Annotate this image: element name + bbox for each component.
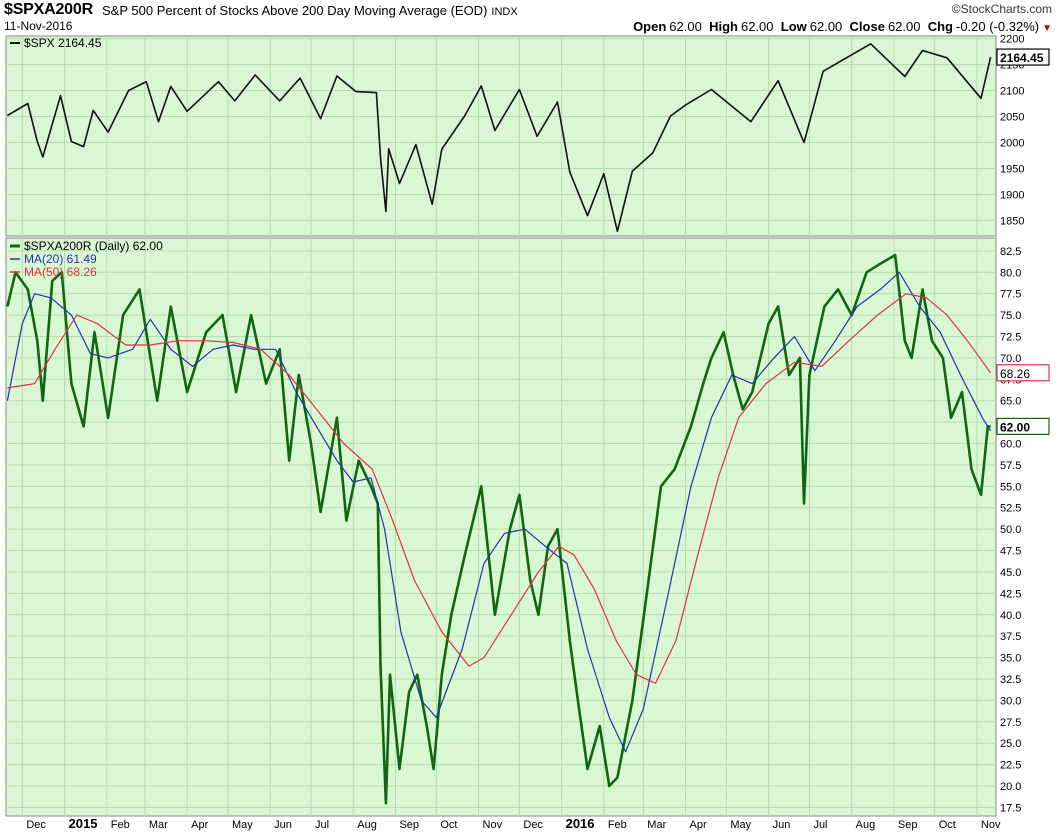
x-tick-label: Jun xyxy=(274,819,292,831)
ma20-line xyxy=(6,271,992,753)
bottom-panel-background xyxy=(5,237,997,817)
x-tick-label: Feb xyxy=(608,819,627,831)
ma50-last-value-text: 68.26 xyxy=(1000,367,1030,381)
x-tick-label: Feb xyxy=(111,819,130,831)
top-y-tick-label: 1900 xyxy=(1000,189,1024,201)
spx-last-value-box xyxy=(996,48,1050,66)
exchange-label: INDX xyxy=(491,6,518,18)
bottom-y-tick-label: 17.5 xyxy=(1000,802,1021,814)
bottom-y-tick-label: 70.0 xyxy=(1000,353,1021,365)
ma50-last-value: 68.26 xyxy=(996,364,1050,382)
high-label: High xyxy=(709,19,738,34)
x-tick-label: Dec xyxy=(26,819,46,831)
x-tick-label: May xyxy=(232,819,253,831)
ma50-line xyxy=(7,293,992,684)
bottom-y-tick-label: 40.0 xyxy=(1000,610,1021,622)
x-tick-label: 2016 xyxy=(566,816,595,831)
bottom-y-tick-label: 52.5 xyxy=(1000,503,1021,515)
x-tick-label: Nov xyxy=(981,819,1001,831)
close-value: 62.00 xyxy=(887,19,921,34)
bottom-y-tick-label: 37.5 xyxy=(1000,631,1021,643)
bottom-y-tick-label: 72.5 xyxy=(1000,331,1021,343)
bottom-y-tick-label: 42.5 xyxy=(1000,588,1021,600)
bottom-y-tick-label: 22.5 xyxy=(1000,760,1021,772)
top-y-tick-label: 2200 xyxy=(1000,34,1024,46)
top-y-tick-label: 2000 xyxy=(1000,137,1024,149)
axis-labels: Dec 2015 Feb Mar Apr May Jun Jul Aug Sep Oct Nov Dec… xyxy=(26,34,1050,831)
symbol-title: $SPXA200R xyxy=(4,1,93,18)
ma20-legend-label: MA(20) 61.49 xyxy=(24,252,97,266)
chg-value: -0.20 (-0.32%) xyxy=(956,19,1040,34)
x-tick-label: Apr xyxy=(191,819,208,831)
ohlc-readout: Open 62.00 High 62.00 Low 62.00 Close 62.00 … xyxy=(633,19,1052,34)
bottom-y-tick-label: 65.0 xyxy=(1000,396,1021,408)
x-tick-label: Sep xyxy=(399,819,419,831)
chg-label: Chg xyxy=(927,19,953,34)
x-tick-label: Dec xyxy=(523,819,543,831)
pct-last-value-text: 62.00 xyxy=(1000,420,1030,434)
bottom-y-tick-label: 32.5 xyxy=(1000,674,1021,686)
x-tick-label: Apr xyxy=(690,819,707,831)
bottom-y-tick-label: 45.0 xyxy=(1000,567,1021,579)
x-tick-label: Sep xyxy=(898,819,918,831)
chart-header: $SPXA200R S&P 500 Percent of Stocks Abov… xyxy=(0,0,1060,34)
bottom-y-tick-label: 25.0 xyxy=(1000,738,1021,750)
pct-last-value-box xyxy=(996,417,1050,435)
bottom-y-tick-label: 30.0 xyxy=(1000,695,1021,707)
bottom-y-tick-label: 77.5 xyxy=(1000,289,1021,301)
close-label: Close xyxy=(849,19,885,34)
pct-last-value: 62.00 xyxy=(996,417,1050,435)
x-tick-label: Mar xyxy=(647,819,666,831)
x-tick-label: Aug xyxy=(856,819,876,831)
bottom-y-tick-label: 80.0 xyxy=(1000,267,1021,279)
bottom-y-tick-label: 35.0 xyxy=(1000,653,1021,665)
x-tick-label: Nov xyxy=(483,819,503,831)
spx-last-value-text: 2164.45 xyxy=(1000,51,1044,65)
pct-above-200ma-line xyxy=(6,253,991,805)
chart-date: 11-Nov-2016 xyxy=(4,19,73,33)
bottom-y-tick-label: 60.0 xyxy=(1000,439,1021,451)
spx-last-value: 2164.45 xyxy=(996,48,1050,66)
spx-legend-label: $SPX 2164.45 xyxy=(24,36,102,50)
bottom-y-tick-label: 47.5 xyxy=(1000,546,1021,558)
top-y-tick-label: 1850 xyxy=(1000,215,1024,227)
x-tick-label: Mar xyxy=(149,819,168,831)
x-tick-label: Jul xyxy=(813,819,827,831)
spx-price-line xyxy=(6,43,992,233)
grid-lines xyxy=(6,36,996,816)
ma50-legend-label: MA(50) 68.26 xyxy=(24,265,97,279)
x-tick-label: Jul xyxy=(315,819,329,831)
pct-legend-label: $SPXA200R (Daily) 62.00 xyxy=(24,239,163,253)
top-y-tick-label: 2050 xyxy=(1000,112,1024,124)
x-tick-label: 2015 xyxy=(69,816,98,831)
bottom-y-tick-label: 75.0 xyxy=(1000,310,1021,322)
bottom-y-tick-label: 82.5 xyxy=(1000,246,1021,258)
bottom-y-tick-label: 55.0 xyxy=(1000,481,1021,493)
top-panel-background xyxy=(5,35,997,237)
bottom-y-tick-label: 27.5 xyxy=(1000,717,1021,729)
open-value: 62.00 xyxy=(669,19,702,34)
bottom-y-tick-label: 20.0 xyxy=(1000,781,1021,793)
chart-description: S&P 500 Percent of Stocks Above 200 Day … xyxy=(102,3,518,18)
plot-lines xyxy=(6,43,992,805)
low-value: 62.00 xyxy=(809,19,843,34)
legends: $SPX 2164.45 $SPXA200R (Daily) 62.00MA(20… xyxy=(10,36,163,279)
bottom-y-tick-label: 57.5 xyxy=(1000,460,1021,472)
low-label: Low xyxy=(780,19,807,34)
high-value: 62.00 xyxy=(740,19,774,34)
x-tick-label: Oct xyxy=(440,819,457,831)
description-text: S&P 500 Percent of Stocks Above 200 Day … xyxy=(102,3,488,18)
x-tick-label: May xyxy=(730,819,751,831)
brand-link[interactable]: ©StockCharts.com xyxy=(951,2,1052,16)
down-arrow-icon: ▼ xyxy=(1042,23,1052,34)
x-tick-label: Aug xyxy=(357,819,377,831)
bottom-y-tick-label: 50.0 xyxy=(1000,524,1021,536)
ma50-last-value-box xyxy=(996,364,1050,382)
x-tick-label: Oct xyxy=(939,819,956,831)
x-tick-label: Jun xyxy=(773,819,791,831)
open-label: Open xyxy=(633,19,667,34)
top-y-tick-label: 1950 xyxy=(1000,163,1024,175)
top-y-tick-label: 2100 xyxy=(1000,86,1024,98)
